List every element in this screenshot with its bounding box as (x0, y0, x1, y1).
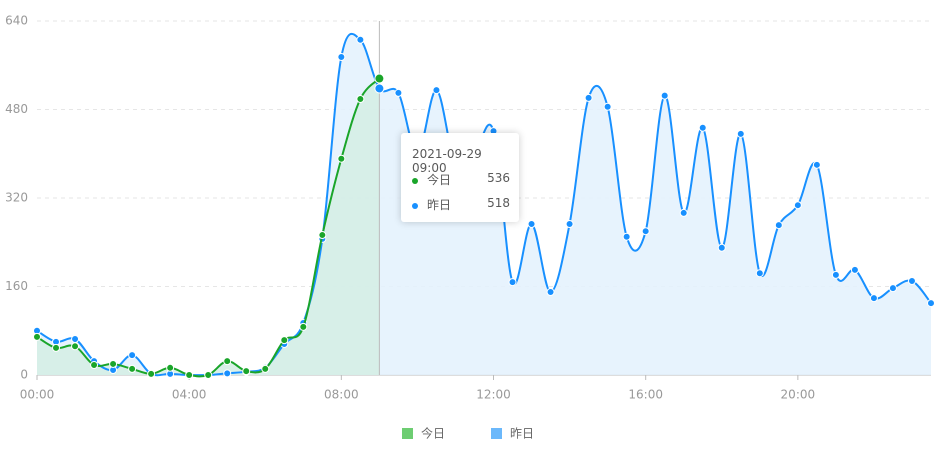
legend-swatch (402, 428, 413, 439)
x-tick-label: 12:00 (476, 388, 511, 402)
point (204, 371, 213, 379)
point (565, 219, 574, 228)
point (831, 270, 840, 279)
tooltip-name: 今日 (427, 173, 452, 187)
x-tick-label: 20:00 (781, 388, 816, 402)
point (660, 91, 669, 100)
point (679, 208, 688, 217)
point (546, 288, 555, 297)
point (508, 278, 517, 287)
point (432, 86, 441, 95)
point (71, 342, 80, 351)
point (907, 276, 916, 285)
point (337, 52, 346, 61)
y-tick-label: 640 (5, 14, 28, 28)
point (242, 367, 251, 376)
tooltip-dot (412, 202, 418, 209)
point (774, 221, 783, 230)
x-tick-label: 00:00 (20, 388, 55, 402)
x-tick-label: 16:00 (628, 388, 663, 402)
point (888, 284, 897, 293)
point (527, 219, 536, 228)
point (318, 231, 327, 240)
point (71, 335, 80, 344)
area (37, 78, 380, 377)
point (698, 123, 707, 132)
point (128, 364, 137, 373)
point (356, 35, 365, 44)
tooltip-dot (412, 177, 418, 184)
tooltip: 2021-09-29 09:00 今日 536 昨日 518 (401, 133, 519, 222)
point (185, 371, 194, 379)
point (166, 363, 175, 372)
point (33, 332, 41, 341)
legend-swatch (491, 428, 502, 439)
tooltip-value: 518 (487, 196, 510, 210)
tooltip-title: 2021-09-29 09:00 (412, 147, 482, 175)
point (374, 83, 385, 94)
tooltip-value: 536 (487, 171, 510, 185)
tooltip-row: 今日 536 (412, 171, 510, 188)
point (223, 357, 232, 366)
point (356, 94, 365, 103)
point (717, 243, 726, 252)
point (147, 369, 156, 378)
point (109, 359, 118, 368)
point (755, 269, 764, 278)
y-tick-label: 160 (5, 279, 28, 293)
point (793, 201, 802, 210)
tooltip-name: 昨日 (427, 198, 452, 212)
point (812, 160, 821, 169)
x-tick-label: 08:00 (324, 388, 359, 402)
point (337, 154, 346, 163)
point (850, 265, 859, 274)
point (128, 351, 137, 360)
tooltip-row: 昨日 518 (412, 196, 510, 213)
point (52, 343, 61, 352)
point (736, 129, 745, 138)
point (641, 227, 650, 236)
point (584, 93, 593, 102)
point (869, 294, 878, 303)
point (261, 364, 270, 373)
point (603, 102, 612, 111)
point (90, 361, 99, 370)
point (622, 232, 631, 241)
x-tick-label: 04:00 (172, 388, 207, 402)
legend-label: 今日 (421, 426, 445, 441)
point (927, 299, 935, 308)
point (394, 88, 403, 97)
point (374, 73, 385, 84)
point (223, 369, 232, 378)
y-tick-label: 320 (5, 191, 28, 205)
y-tick-label: 480 (5, 102, 28, 116)
legend-label: 昨日 (510, 427, 534, 441)
point (280, 336, 289, 345)
point (299, 322, 308, 331)
y-tick-label: 0 (20, 368, 28, 382)
